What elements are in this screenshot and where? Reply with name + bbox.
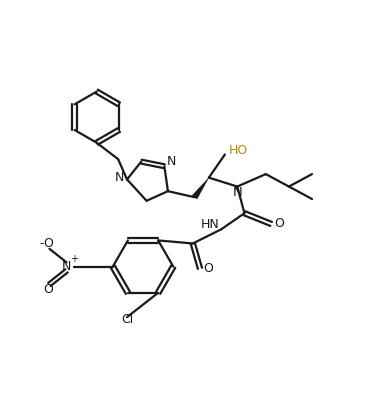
Text: N: N [167,156,176,168]
Polygon shape [192,178,209,199]
Text: O: O [274,217,284,230]
Text: O: O [43,237,53,250]
Text: N: N [232,186,242,199]
Text: O: O [203,262,213,275]
Text: HN: HN [201,219,219,232]
Text: Cl: Cl [121,314,133,326]
Text: HO: HO [229,144,248,158]
Text: N: N [115,171,125,184]
Text: +: + [70,254,78,264]
Text: -: - [39,237,44,250]
Text: N: N [62,260,71,273]
Text: O: O [43,283,53,296]
